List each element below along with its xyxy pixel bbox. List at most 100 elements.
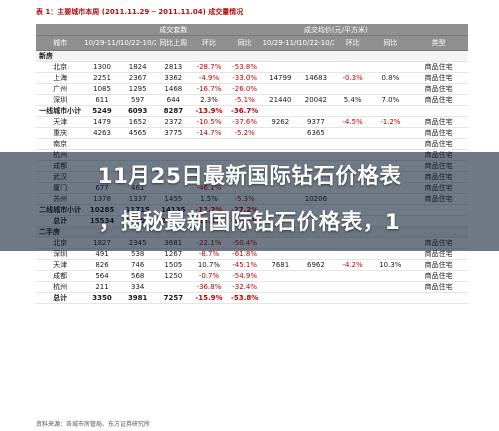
table-cell-c4: 10.7% <box>191 259 227 271</box>
table-cell-c3: 644 <box>155 94 192 106</box>
table-cell-c2: 746 <box>119 259 156 271</box>
table-cell-c9 <box>371 248 410 260</box>
table-cell-c9 <box>371 292 410 304</box>
table-cell-c6 <box>262 248 299 260</box>
table-cell-c1: 3350 <box>84 292 120 304</box>
table-cell-c9 <box>371 270 410 282</box>
header-row-group: 成交套数 成交均价(元/平方米) <box>36 24 468 36</box>
table-cell-c5: -26.0% <box>226 83 263 95</box>
table-cell-c7 <box>298 281 334 293</box>
table-cell-c4: -13.9% <box>191 105 227 117</box>
table-row: 成都 564 568 1250 -0.7% -54.9% 商品住宅 <box>36 270 468 282</box>
header-group-volume: 成交套数 <box>84 24 263 36</box>
title-banner <box>0 152 499 251</box>
table-cell-c8 <box>333 138 372 150</box>
table-cell-c5: -37.6% <box>226 116 263 128</box>
table-cell-c5: -32.4% <box>226 281 263 293</box>
table-cell-type: 商品住宅 <box>409 281 468 293</box>
table-cell-c4: -16.7% <box>191 83 227 95</box>
table-cell-c4: -15.9% <box>191 292 227 304</box>
col-header-price-week: 10/29-11/04 <box>262 35 299 51</box>
table-cell-city: 天津 <box>36 116 85 128</box>
table-cell-c7: 9377 <box>298 116 334 128</box>
table-cell-c7 <box>298 61 334 73</box>
table-cell-c9 <box>371 127 410 139</box>
table-cell-city: 北京 <box>36 61 85 73</box>
table-cell-c1 <box>84 138 120 150</box>
table-cell-c7: 20042 <box>298 94 334 106</box>
table-cell-c6: 7681 <box>262 259 299 271</box>
table-cell-c9 <box>371 83 410 95</box>
table-cell-c2 <box>119 138 156 150</box>
table-cell-c3: 1250 <box>155 270 192 282</box>
table-cell-type <box>409 292 468 304</box>
table-row: 北京 1300 1824 2813 -28.7% -53.8% 商品住宅 <box>36 61 468 73</box>
col-header-week: 10/29-11/04 <box>84 35 120 51</box>
table-cell-c9 <box>371 105 410 117</box>
table-cell-c9 <box>371 138 410 150</box>
table-cell-c5: -54.9% <box>226 270 263 282</box>
table-cell-city: 南京 <box>36 138 85 150</box>
source-footnote: 资料来源：各城市房管局、东方证券研究所 <box>36 421 151 428</box>
table-cell-c5: -53.8% <box>226 292 263 304</box>
table-cell-c8: -4.2% <box>333 259 372 271</box>
table-cell-city: 上海 <box>36 72 85 84</box>
table-cell-c1: 211 <box>84 281 120 293</box>
table-cell-c8 <box>333 127 372 139</box>
table-cell-c2: 334 <box>119 281 156 293</box>
table-cell-c5: -61.8% <box>226 248 263 260</box>
table-cell-c7 <box>298 248 334 260</box>
table-cell-c4: -8.7% <box>191 248 227 260</box>
table-row: 南京 商品住宅 <box>36 138 468 150</box>
table-cell-c1: 1479 <box>84 116 120 128</box>
table-cell-c5: -36.7% <box>226 105 263 117</box>
table-cell-c4: -36.8% <box>191 281 227 293</box>
table-cell-c2: 1652 <box>119 116 156 128</box>
table-row: 天津 1479 1652 2372 -10.5% -37.6% 9262 9377 -4.5% -… <box>36 116 468 128</box>
table-cell-c8: 5.4% <box>333 94 372 106</box>
table-cell-c1: 1085 <box>84 83 120 95</box>
table-cell-c7 <box>298 105 334 117</box>
table-cell-c5: -5.2% <box>226 127 263 139</box>
table-row: 重庆 4263 4565 3775 -14.7% -5.2% 6365 商品住宅 <box>36 127 468 139</box>
table-row: 天津 826 746 1505 10.7% -45.1% 7681 6962 -4.2% 10.3… <box>36 259 468 271</box>
table-cell-c4: -0.7% <box>191 270 227 282</box>
table-cell-c7 <box>298 292 334 304</box>
table-row: 总计 3350 3981 7257 -15.9% -53.8% <box>36 292 468 304</box>
table-cell-c9: -1.2% <box>371 116 410 128</box>
col-header-price-yoy: 同比 <box>371 35 410 51</box>
table-cell-c6 <box>262 281 299 293</box>
table-cell-c3: 3775 <box>155 127 192 139</box>
table-cell-c7: 14683 <box>298 72 334 84</box>
table-cell-c1: 1300 <box>84 61 120 73</box>
header-row-columns: 城市 10/29-11/04 10/22-10/28 同比上周 环比 同比 10… <box>36 35 468 51</box>
table-cell-c1: 564 <box>84 270 120 282</box>
table-row: 上海 2251 2367 3362 -4.9% -33.0% 14799 14683 -0.3%… <box>36 72 468 84</box>
table-cell-c8 <box>333 281 372 293</box>
table-cell-c2: 3981 <box>119 292 156 304</box>
col-header-prev-week: 10/22-10/28 <box>119 35 156 51</box>
table-cell-c6 <box>262 270 299 282</box>
table-cell-c7 <box>298 270 334 282</box>
table-cell-c2: 6093 <box>119 105 156 117</box>
table-cell-c8 <box>333 83 372 95</box>
table-cell-city: 深圳 <box>36 248 85 260</box>
table-row: 杭州 211 334 -36.8% -32.4% 商品住宅 <box>36 281 468 293</box>
table-cell-c8 <box>333 270 372 282</box>
table-cell-c5: -45.1% <box>226 259 263 271</box>
header-blank <box>36 24 85 36</box>
table-cell-c3: 2813 <box>155 61 192 73</box>
table-cell-c9 <box>371 281 410 293</box>
table-cell-c8 <box>333 292 372 304</box>
table-row: 一线城市小计 5249 6093 8287 -13.9% -36.7% <box>36 105 468 117</box>
table-cell-c5: -53.8% <box>226 61 263 73</box>
table-cell-type: 商品住宅 <box>409 72 468 84</box>
header-group-price: 成交均价(元/平方米) <box>262 24 410 36</box>
table-cell-c9: 0.8% <box>371 72 410 84</box>
table-cell-type: 商品住宅 <box>409 270 468 282</box>
table-cell-c9: 10.3% <box>371 259 410 271</box>
table-cell-type: 商品住宅 <box>409 94 468 106</box>
col-header-price-prev: 10/22-10/28 <box>298 35 334 51</box>
table-cell-c3: 7257 <box>155 292 192 304</box>
table-cell-c5 <box>226 138 263 150</box>
